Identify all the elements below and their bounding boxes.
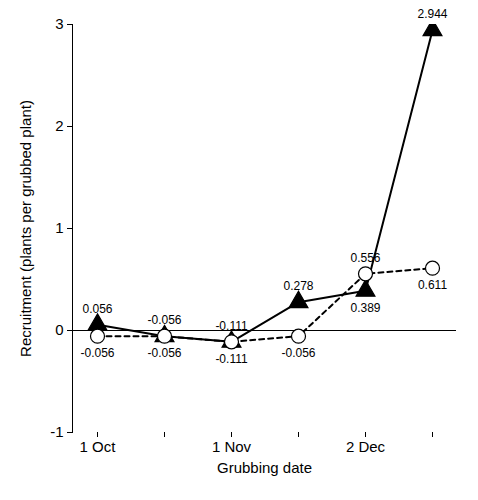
svg-text:-0.111: -0.111 [215,319,248,333]
svg-text:0.278: 0.278 [283,279,313,293]
svg-text:0.389: 0.389 [350,301,380,315]
svg-text:2: 2 [55,117,63,134]
svg-text:0.056: 0.056 [82,302,112,316]
svg-text:-0.056: -0.056 [281,346,315,360]
svg-text:Recruitment (plants per grubbe: Recruitment (plants per grubbed plant) [17,100,34,357]
svg-text:2 Dec: 2 Dec [346,438,386,455]
svg-text:0.611: 0.611 [418,278,447,292]
svg-text:0.556: 0.556 [350,251,380,265]
svg-text:3: 3 [55,15,63,32]
svg-text:-0.111: -0.111 [215,352,248,366]
svg-text:2.944: 2.944 [417,7,447,21]
svg-text:1 Oct: 1 Oct [80,438,117,455]
svg-text:Grubbing date: Grubbing date [217,459,312,476]
svg-text:-1: -1 [50,423,63,440]
svg-text:-0.056: -0.056 [147,313,181,327]
svg-text:1: 1 [55,219,63,236]
svg-text:1 Nov: 1 Nov [212,438,252,455]
svg-text:-0.056: -0.056 [147,346,181,360]
svg-text:0: 0 [55,321,63,338]
svg-text:-0.056: -0.056 [80,346,114,360]
